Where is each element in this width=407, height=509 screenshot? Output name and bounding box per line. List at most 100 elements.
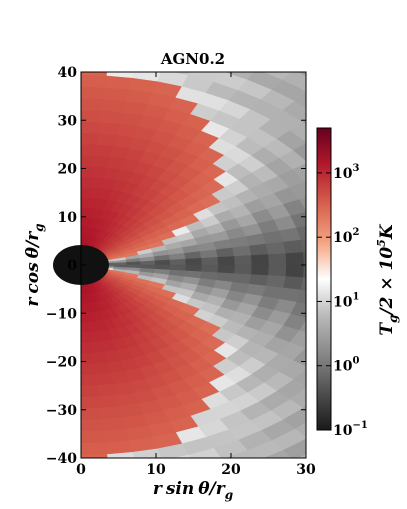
- heatmap-cell: [251, 264, 270, 276]
- heatmap-cell: [201, 257, 219, 266]
- heatmap-cell: [296, 225, 306, 241]
- heatmap-cell: [81, 342, 94, 354]
- heatmap-cell: [81, 74, 108, 88]
- heatmap-cell: [185, 257, 203, 266]
- heatmap-cell: [339, 250, 358, 266]
- heatmap-cell: [81, 322, 91, 333]
- heatmap-cell: [302, 405, 306, 411]
- heatmap-cell: [351, 112, 385, 136]
- heatmap-cell: [110, 476, 142, 491]
- heatmap-cell: [232, 245, 252, 257]
- heatmap-cell: [290, 212, 306, 229]
- heatmap-cell: [234, 264, 253, 275]
- heatmap-cell: [238, 38, 276, 59]
- heatmap-cell: [81, 98, 104, 111]
- heatmap-cell: [172, 72, 191, 76]
- heatmap-cell: [251, 254, 270, 266]
- heatmap-cell: [188, 447, 222, 458]
- heatmap-cell: [98, 394, 121, 409]
- heatmap-cell: [199, 249, 219, 259]
- heatmap-cell: [386, 146, 407, 170]
- y-ticks: 40 30 20 10 0 −10 −20 −30 −40: [46, 65, 306, 467]
- heatmap-cell: [217, 264, 236, 274]
- heatmap-cell: [81, 430, 106, 444]
- heatmap-cell: [208, 29, 246, 49]
- heatmap-cell: [332, 326, 359, 345]
- heatmap-cell: [276, 130, 306, 151]
- y-tick-label: −10: [46, 306, 77, 322]
- colorbar-tick-label: 10−1: [333, 420, 368, 439]
- heatmap-cell: [81, 132, 100, 145]
- colorbar-tick-label: 103: [333, 163, 359, 182]
- heatmap-cell: [201, 264, 219, 273]
- heatmap-cell: [365, 402, 400, 427]
- heatmap-cell: [126, 261, 141, 266]
- heatmap-cell: [369, 152, 400, 175]
- heatmap-cell: [299, 319, 306, 333]
- heatmap-cell: [303, 264, 306, 278]
- heatmap-cell: [103, 87, 130, 102]
- heatmap-cell: [224, 72, 255, 80]
- heatmap-cell: [81, 374, 98, 387]
- heatmap-cell: [386, 361, 407, 385]
- heatmap-cell: [289, 181, 306, 200]
- colorbar-label: Tg/2 × 105K: [375, 223, 400, 335]
- heatmap-cell: [285, 252, 305, 266]
- heatmap-cell: [215, 247, 235, 258]
- heatmap-cell: [81, 14, 115, 27]
- colorbar-tick-label: 101: [333, 291, 359, 310]
- y-tick-label: 0: [67, 258, 77, 274]
- heatmap-cell: [282, 199, 306, 217]
- heatmap-cell: [330, 96, 365, 119]
- heatmap-cell: [217, 256, 236, 266]
- heatmap-cell: [100, 406, 124, 420]
- heatmap-cell: [369, 378, 402, 402]
- heatmap-cell: [317, 105, 351, 127]
- heatmap-cell: [81, 285, 86, 295]
- heatmap-cell: [354, 135, 386, 158]
- heatmap-cell: [81, 51, 110, 64]
- heatmap-cell: [296, 289, 306, 305]
- heatmap-cell: [282, 72, 306, 92]
- colorbar: 103 102 101 100 10−1 Tg/2 × 105K: [316, 127, 400, 439]
- heatmap-cell: [298, 454, 306, 458]
- heatmap-cell: [357, 265, 376, 282]
- heatmap-cell: [81, 312, 90, 323]
- heatmap-cell: [100, 110, 124, 124]
- heatmap-cell: [81, 197, 91, 208]
- heatmap-cell: [81, 39, 112, 52]
- heatmap-cell: [188, 72, 222, 83]
- heatmap-cell: [106, 72, 135, 78]
- heatmap-cell: [369, 128, 402, 152]
- heatmap-cell: [81, 143, 98, 156]
- heatmap-cell: [307, 82, 343, 105]
- y-tick-label: 40: [58, 65, 78, 81]
- heatmap-cell: [300, 239, 306, 253]
- heatmap-cell: [97, 133, 118, 147]
- heatmap-cell: [81, 165, 95, 178]
- heatmap-cell: [101, 417, 127, 432]
- heatmap-cell: [289, 121, 306, 142]
- heatmap-cell: [98, 121, 121, 136]
- heatmap-cell: [366, 334, 394, 355]
- heatmap-cell: [92, 351, 109, 364]
- heatmap-cell: [238, 472, 276, 493]
- heatmap-cell: [294, 422, 306, 438]
- heatmap-cell: [266, 48, 304, 70]
- heatmap-cell: [110, 40, 142, 55]
- heatmap-cell: [108, 52, 138, 66]
- heatmap-cell: [169, 258, 187, 266]
- y-tick-label: 10: [58, 210, 78, 226]
- heatmap-cell: [302, 119, 306, 125]
- heatmap-cell: [263, 450, 292, 458]
- heatmap-cell: [154, 259, 171, 266]
- heatmap-cell: [268, 253, 287, 266]
- heatmap-cell: [298, 72, 306, 76]
- heatmap-cell: [81, 363, 97, 376]
- heatmap-cell: [402, 366, 407, 391]
- heatmap-cell: [81, 302, 88, 314]
- heatmap-cell: [383, 169, 407, 191]
- heatmap-cell: [185, 264, 203, 273]
- heatmap-cell: [81, 86, 106, 100]
